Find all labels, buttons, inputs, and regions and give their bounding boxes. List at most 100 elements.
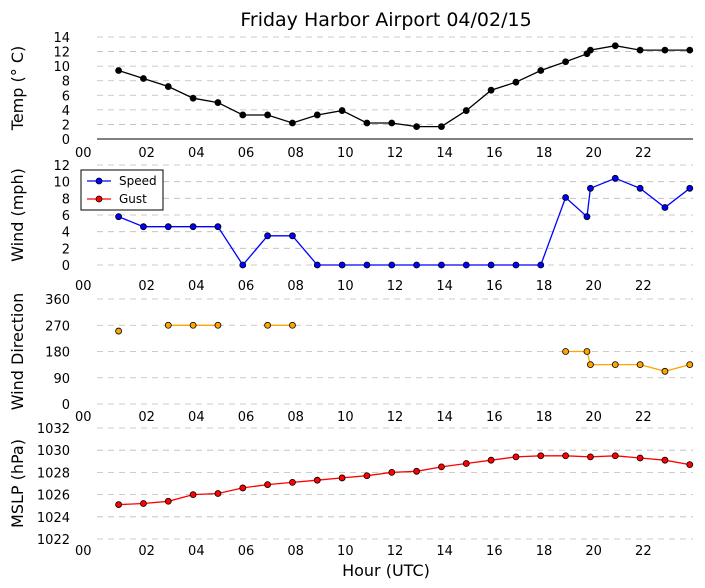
data-point [587,184,594,192]
data-point [189,321,197,329]
data-point [462,460,470,467]
data-point [264,321,272,329]
data-point [413,467,421,475]
data-point [289,321,296,329]
data-point [388,261,396,269]
x-axis-label: Hour (UTC) [342,561,430,580]
data-point [487,261,495,269]
x-tick-label: 22 [635,544,652,559]
x-tick-label: 18 [536,146,553,161]
y-tick-label: 90 [53,372,70,387]
data-point [164,321,172,329]
data-point [214,99,222,106]
data-point [636,46,644,54]
x-tick-label: 18 [536,544,553,559]
data-point [239,111,247,119]
y-tick-label: 4 [62,226,70,241]
data-point [661,46,669,54]
data-point [214,321,222,329]
x-tick-label: 00 [75,410,92,425]
x-tick-label: 02 [138,146,155,161]
data-point [562,194,570,201]
data-point [363,472,371,480]
data-point [388,119,396,127]
legend-box [80,169,164,211]
y-tick-label: 270 [45,319,70,334]
x-tick-label: 12 [387,544,404,559]
data-point [164,83,172,90]
data-point [661,204,669,211]
legend-marker [95,177,103,185]
data-point [587,453,594,461]
y-axis-label: MSLP (hPa) [8,439,27,528]
data-point [512,261,520,269]
figure-title: Friday Harbor Airport 04/02/15 [240,9,531,31]
series-line [118,45,690,128]
x-tick-label: 04 [188,410,205,425]
y-tick-label: 1028 [37,466,70,481]
data-point [686,361,694,369]
x-tick-label: 06 [238,279,255,294]
data-point [164,497,172,505]
x-tick-label: 02 [138,544,155,559]
x-tick-label: 04 [188,279,205,294]
legend-label: Gust [119,192,147,206]
data-point [289,478,296,486]
y-axis-label: Wind Direction [8,293,27,411]
data-point [115,327,123,335]
y-tick-label: 10 [53,176,70,191]
x-tick-label: 08 [287,410,304,425]
data-point [189,94,197,102]
data-point [462,107,470,114]
y-tick-label: 360 [45,293,70,308]
y-tick-label: 6 [62,209,70,224]
data-point [338,261,346,269]
y-tick-label: 10 [53,60,70,75]
data-point [611,174,619,182]
data-point [289,119,296,127]
y-tick-label: 2 [62,242,70,257]
x-tick-label: 10 [337,146,354,161]
x-tick-label: 06 [238,544,255,559]
x-tick-label: 20 [585,279,602,294]
data-point [388,468,396,476]
x-tick-label: 14 [436,410,453,425]
series-line [118,177,691,267]
data-point [462,261,470,269]
data-point [583,213,591,221]
data-point [611,361,619,369]
y-tick-label: 12 [53,159,70,174]
series-line [565,350,690,372]
data-point [164,223,172,231]
data-point [562,452,570,460]
x-tick-label: 10 [337,279,354,294]
x-tick-label: 00 [75,279,92,294]
mslp-panel: 1022 1024 1026 1028 1030 1032 00 02 04 06 08 10 12 14… [8,422,694,559]
y-tick-label: 8 [62,192,70,207]
x-tick-label: 06 [238,410,255,425]
data-point [140,223,147,231]
data-point [115,67,123,74]
y-tick-label: 8 [62,75,70,90]
x-tick-label: 16 [486,146,503,161]
data-point [289,232,296,240]
data-point [537,452,545,460]
data-point [661,456,669,464]
x-tick-label: 18 [536,410,553,425]
x-tick-label: 00 [75,544,92,559]
data-point [512,78,520,86]
data-point [438,123,445,131]
x-tick-label: 02 [138,410,155,425]
data-point [214,490,222,497]
data-point [189,491,197,499]
x-tick-label: 06 [238,146,255,161]
x-tick-label: 16 [486,544,503,559]
x-tick-label: 22 [635,410,652,425]
x-tick-label: 20 [585,146,602,161]
x-tick-label: 22 [635,279,652,294]
x-tick-label: 08 [287,544,304,559]
data-point [140,500,147,507]
data-point [363,261,371,269]
data-point [587,361,594,369]
